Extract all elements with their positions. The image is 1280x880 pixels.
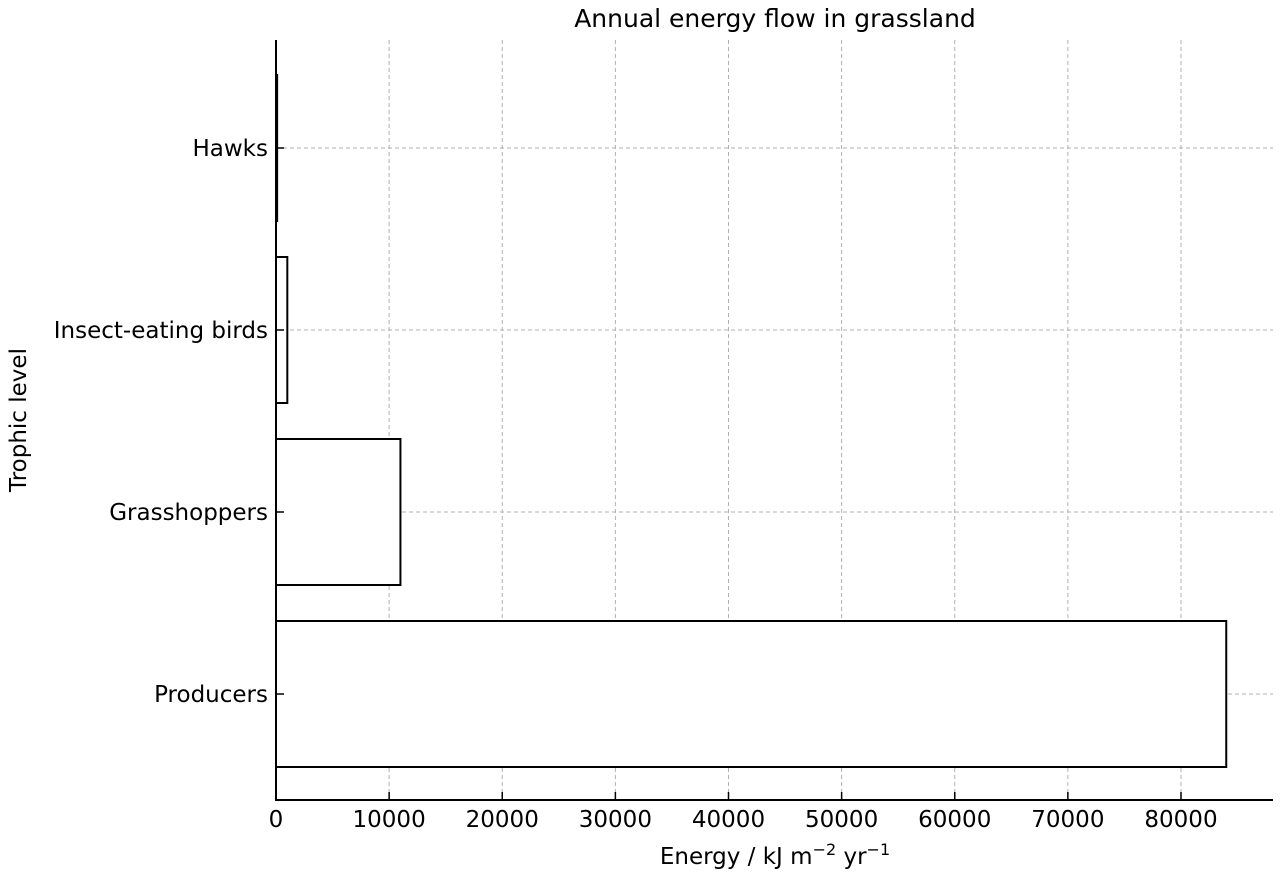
bar-producers (275, 620, 1228, 768)
x-tick-label: 70000 (1031, 807, 1104, 833)
y-tick-label: Grasshoppers (109, 500, 268, 526)
x-ticks: 0 10000 20000 30000 40000 50000 60000 70000 8000… (269, 792, 1218, 833)
x-axis-label-mid: yr (836, 844, 867, 870)
x-axis-label: Energy / kJ m−2 yr−1 (660, 840, 890, 870)
chart-title: Annual energy flow in grassland (574, 4, 976, 33)
x-axis-label-sup1: −2 (813, 840, 837, 859)
y-tick-label: Hawks (192, 136, 268, 162)
y-tick-label: Producers (154, 682, 268, 708)
x-axis-label-main: Energy / kJ m (660, 844, 813, 870)
bars-layer (275, 74, 1228, 768)
y-axis-label: Trophic level (6, 348, 32, 493)
x-tick-label: 30000 (579, 807, 652, 833)
grid-layer (276, 40, 1273, 800)
x-tick-label: 80000 (1144, 807, 1217, 833)
x-tick-label: 10000 (353, 807, 426, 833)
y-ticks: Producers Grasshoppers Insect-eating birds… (54, 136, 284, 708)
x-tick-label: 40000 (692, 807, 765, 833)
bar-grasshoppers (275, 438, 402, 586)
x-tick-label: 20000 (466, 807, 539, 833)
axes-layer (275, 40, 1273, 801)
x-tick-label: 60000 (918, 807, 991, 833)
y-tick-label: Insect-eating birds (54, 318, 268, 344)
x-tick-label: 0 (269, 807, 284, 833)
x-tick-label: 50000 (805, 807, 878, 833)
x-axis-label-sup2: −1 (867, 840, 891, 859)
